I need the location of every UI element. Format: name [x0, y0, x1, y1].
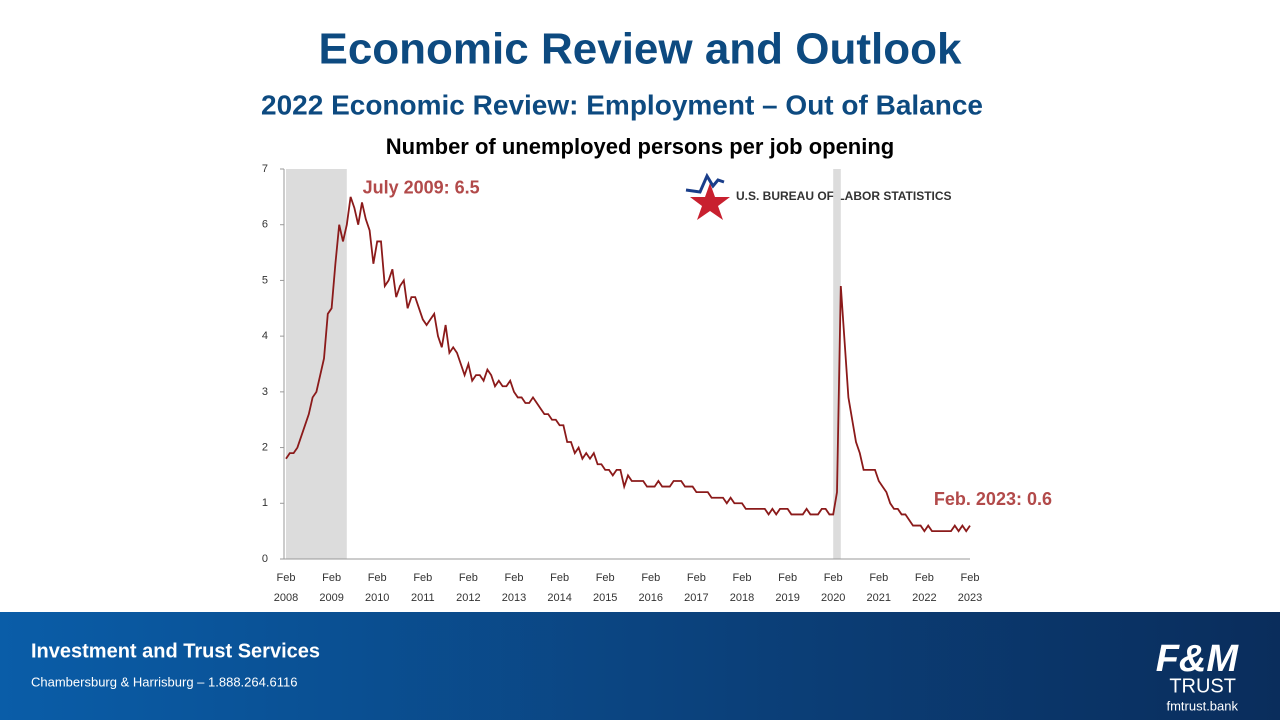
y-tick-label: 5	[262, 274, 268, 286]
x-tick-label: Feb 2009	[319, 572, 343, 604]
footer-title: Investment and Trust Services	[31, 640, 320, 662]
y-tick-label: 4	[262, 330, 268, 342]
footer-band	[0, 612, 1280, 720]
chart-title: Number of unemployed persons per job ope…	[386, 134, 894, 159]
logo-star	[690, 183, 730, 220]
x-tick-label: Feb 2019	[775, 572, 799, 604]
x-tick-label: Feb 2014	[547, 572, 571, 604]
y-tick-label: 7	[262, 163, 268, 175]
x-tick-label: Feb 2013	[502, 572, 526, 604]
plot: 0 1 2 3 4 5 6 7 Feb 2008 Feb 2009 Feb 2010 Feb 2011 Feb 2…	[262, 163, 1052, 604]
x-tick-label: Feb 2023	[958, 572, 982, 604]
title: Economic Review and Outlook	[318, 25, 962, 74]
y-tick-label: 6	[262, 219, 268, 231]
x-tick-label: Feb 2018	[730, 572, 754, 604]
logo-text: F&M	[1156, 638, 1240, 680]
x-tick-label: Feb 2020	[821, 572, 845, 604]
source: U.S. BUREAU OF LABOR STATISTICS	[736, 189, 952, 203]
recession-shade	[286, 169, 347, 559]
annotation: July 2009: 6.5	[363, 178, 480, 198]
logo-sub: TRUST	[1169, 675, 1236, 697]
x-tick-label: Feb 2022	[912, 572, 936, 604]
x-tick-label: Feb 2016	[639, 572, 663, 604]
line	[285, 196, 971, 533]
x-tick-label: Feb 2010	[365, 572, 389, 604]
annotation: Feb. 2023: 0.6	[934, 489, 1052, 509]
subtitle: 2022 Economic Review: Employment – Out o…	[261, 89, 983, 120]
x-tick-label: Feb 2021	[867, 572, 891, 604]
y-tick-label: 0	[262, 553, 268, 565]
logo-line	[685, 172, 725, 194]
footer-contact: Chambersburg & Harrisburg – 1.888.264.61…	[31, 674, 297, 689]
y-tick-label: 1	[262, 497, 268, 509]
x-tick-label: Feb 2017	[684, 572, 708, 604]
bls-logo: U.S. BUREAU OF LABOR STATISTICS	[685, 172, 952, 220]
recession-shade	[833, 169, 841, 559]
x-tick-label: Feb 2011	[411, 572, 435, 604]
x-tick-label: Feb 2008	[274, 572, 298, 604]
website: fmtrust.bank	[1166, 698, 1238, 713]
x-tick-label: Feb 2015	[593, 572, 617, 604]
x-tick-label: Feb 2012	[456, 572, 480, 604]
y-tick-label: 2	[262, 441, 268, 453]
y-tick-label: 3	[262, 386, 268, 398]
